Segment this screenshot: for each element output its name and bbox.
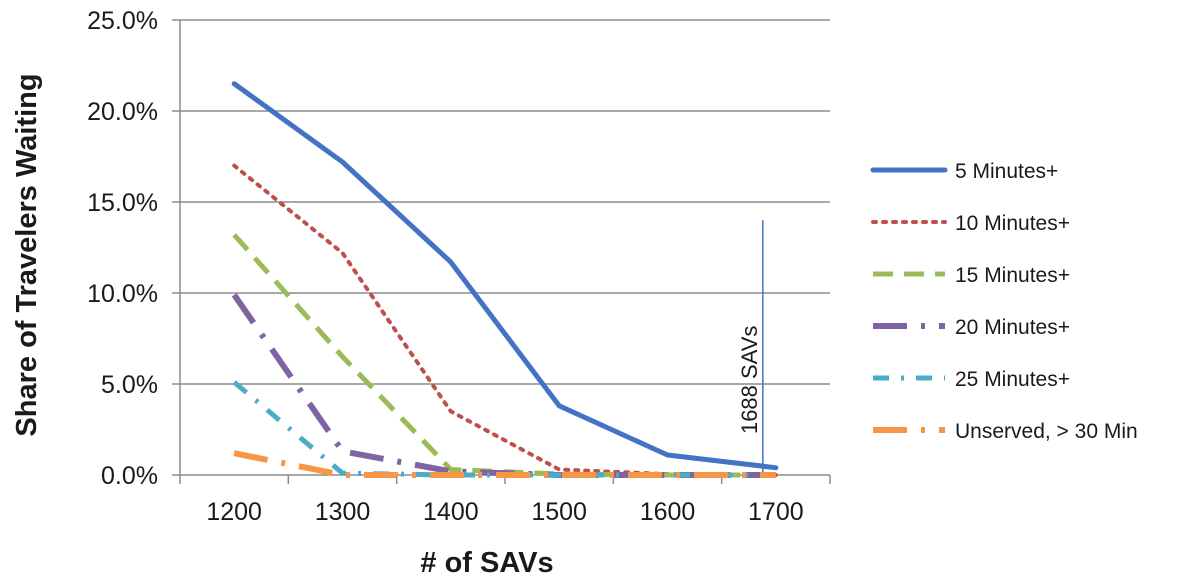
x-tick-label: 1400 bbox=[423, 498, 479, 526]
legend: 5 Minutes+ 10 Minutes+ 15 Minutes+ 20 Minut… bbox=[870, 160, 1138, 443]
series-line-2 bbox=[232, 163, 778, 477]
y-tick-label: 0.0% bbox=[101, 462, 158, 490]
y-tick-label: 15.0% bbox=[87, 189, 158, 217]
legend-label: 25 Minutes+ bbox=[955, 368, 1070, 391]
y-tick-label: 25.0% bbox=[87, 7, 158, 35]
y-tick-label: 10.0% bbox=[87, 280, 158, 308]
x-tick-label: 1300 bbox=[315, 498, 371, 526]
series-lines bbox=[231, 81, 779, 478]
legend-label: 5 Minutes+ bbox=[955, 160, 1058, 183]
series-line-6 bbox=[233, 450, 776, 478]
series-line-1 bbox=[231, 81, 779, 471]
annotation-label: 1688 SAVs bbox=[737, 326, 762, 434]
x-axis-title: # of SAVs bbox=[420, 547, 553, 579]
series-line-5 bbox=[232, 380, 776, 478]
x-tick-label: 1200 bbox=[206, 498, 262, 526]
y-tick-label: 5.0% bbox=[101, 371, 158, 399]
y-tick-label: 20.0% bbox=[87, 98, 158, 126]
legend-label: Unserved, > 30 Min bbox=[955, 420, 1138, 443]
legend-label: 15 Minutes+ bbox=[955, 264, 1070, 287]
series-line-4 bbox=[231, 293, 776, 478]
annotations: 1688 SAVs bbox=[737, 220, 764, 475]
legend-label: 10 Minutes+ bbox=[955, 212, 1070, 235]
gridlines bbox=[180, 19, 830, 385]
x-tick-label: 1700 bbox=[748, 498, 804, 526]
legend-label: 20 Minutes+ bbox=[955, 316, 1070, 339]
x-tick-label: 1600 bbox=[640, 498, 696, 526]
x-tick-label: 1500 bbox=[531, 498, 587, 526]
y-axis-title: Share of Travelers Waiting bbox=[11, 73, 43, 436]
tick-labels: 0.0% 5.0% 10.0% 15.0% 20.0% 25.0% 1200 1300 1400… bbox=[87, 7, 804, 526]
